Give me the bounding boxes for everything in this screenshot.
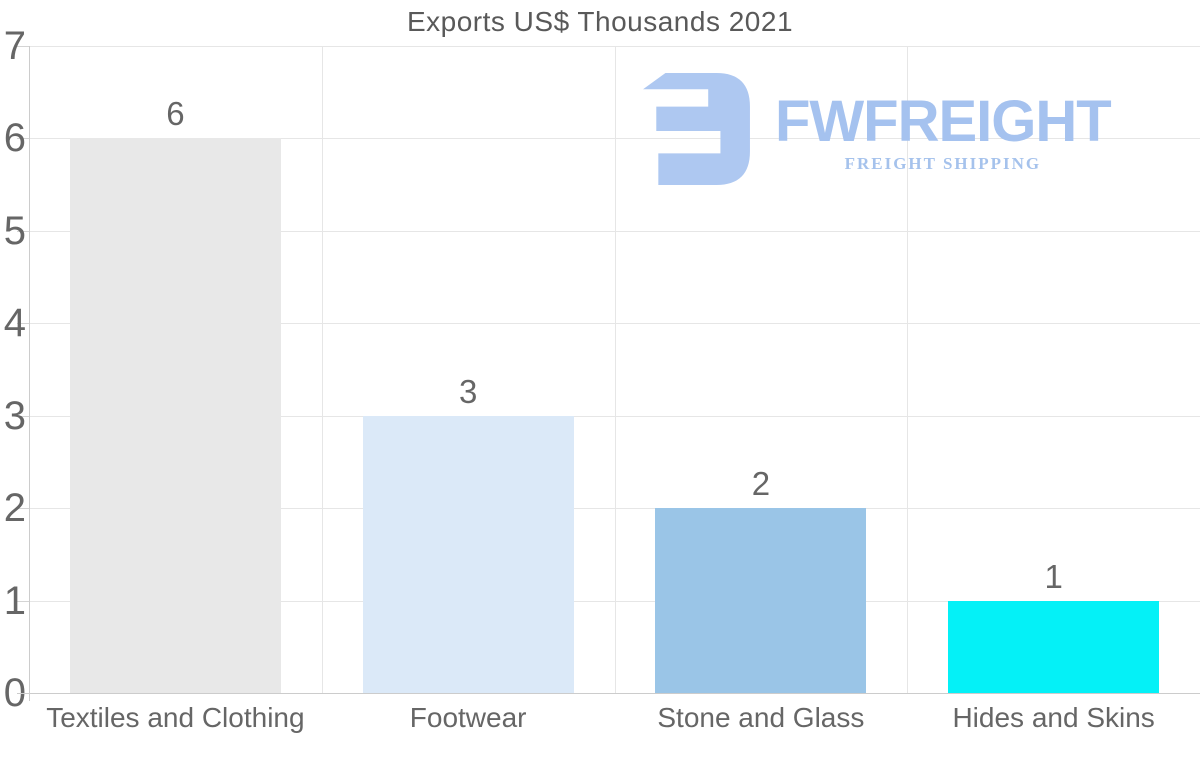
y-tick-mark — [17, 508, 29, 510]
y-tick-label: 3 — [3, 393, 26, 438]
y-tick-mark — [17, 46, 29, 47]
y-tick-label: 6 — [3, 116, 26, 161]
bar-value-label: 1 — [1044, 557, 1063, 595]
bar-value-label: 2 — [751, 465, 771, 503]
x-axis-label: Hides and Skins — [952, 702, 1155, 733]
logo-brand-text: FWFREIGHT — [775, 89, 1112, 154]
bar[interactable] — [655, 508, 867, 693]
y-tick-label: 7 — [3, 24, 26, 68]
y-tick-mark — [17, 415, 29, 417]
y-tick-label: 2 — [3, 486, 26, 531]
y-tick-mark — [17, 138, 29, 140]
bar-value-label: 6 — [166, 95, 185, 133]
chart-title: Exports US$ Thousands 2021 — [406, 6, 794, 37]
bar-value-label: 3 — [458, 372, 478, 410]
y-tick-mark — [17, 323, 29, 325]
logo-text: FWFREIGHT FREIGHT SHIPPING — [775, 89, 1112, 173]
x-gridline — [321, 46, 323, 693]
x-axis-label: Stone and Glass — [657, 702, 865, 733]
fwfreight-logo-icon — [643, 73, 750, 185]
y-axis-line — [29, 46, 30, 701]
x-gridline — [907, 46, 909, 693]
x-axis-line — [17, 693, 1200, 694]
y-tick-label: 1 — [3, 578, 26, 623]
y-tick-label: 0 — [3, 671, 26, 715]
y-tick-label: 5 — [3, 208, 26, 253]
x-gridline — [614, 46, 616, 693]
bar[interactable] — [948, 600, 1160, 693]
x-axis-label: Footwear — [409, 702, 527, 733]
y-tick-label: 4 — [3, 301, 26, 346]
bar[interactable] — [362, 415, 574, 693]
bar[interactable] — [69, 138, 281, 693]
logo-tagline-text: FREIGHT SHIPPING — [844, 154, 1042, 173]
y-tick-mark — [17, 600, 29, 602]
fwfreight-logo: FWFREIGHT FREIGHT SHIPPING — [643, 73, 1112, 185]
x-axis-label: Textiles and Clothing — [46, 702, 305, 733]
y-tick-mark — [17, 230, 29, 232]
